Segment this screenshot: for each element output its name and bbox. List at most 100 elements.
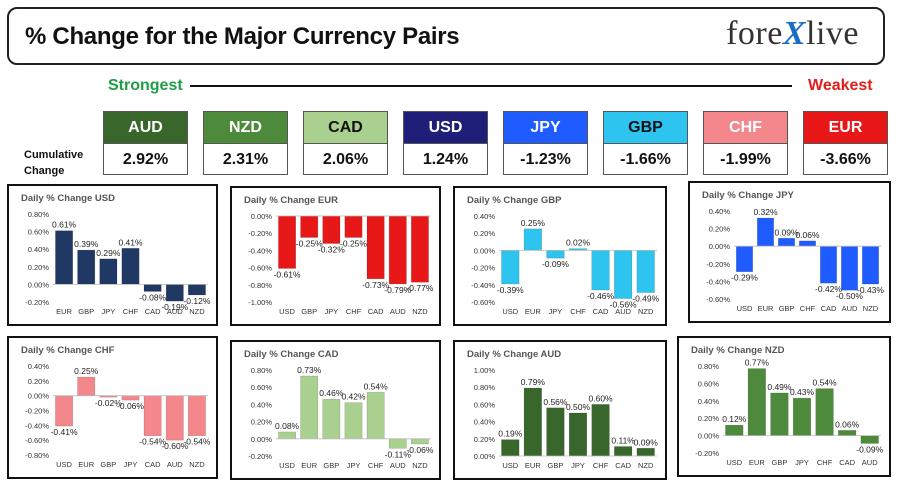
data-label: -0.77% xyxy=(406,283,433,293)
data-label: 0.46% xyxy=(319,388,344,398)
y-tick-label: 0.80% xyxy=(28,210,50,219)
forexlive-logo: foreXlive xyxy=(726,15,859,53)
currency-box-nzd: NZD 2.31% xyxy=(203,111,288,175)
y-tick-label: 0.00% xyxy=(28,280,50,289)
currency-code: EUR xyxy=(804,112,887,144)
bar-eur xyxy=(55,230,73,285)
bar-usd xyxy=(278,215,296,269)
y-tick-label: 0.00% xyxy=(474,246,496,255)
data-label: 0.60% xyxy=(589,393,614,403)
bar-jpy xyxy=(568,412,588,457)
y-tick-label: -0.80% xyxy=(248,281,272,290)
bar-usd xyxy=(278,431,296,440)
chart-panel-jpy: Daily % Change JPY -0.60% -0.40% -0.20% 0.00… xyxy=(688,181,891,323)
x-tick-label: GBP xyxy=(323,461,339,470)
title-box: % Change for the Major Currency Pairs fo… xyxy=(7,7,885,65)
bar-nzd xyxy=(636,250,655,293)
bar-cad xyxy=(143,395,162,436)
x-tick-label: USD xyxy=(279,307,295,316)
chart-title: Daily % Change JPY xyxy=(702,190,795,201)
x-tick-label: NZD xyxy=(638,307,654,316)
x-tick-label: EUR xyxy=(525,461,541,470)
chart-panel-nzd: Daily % Change NZD -0.20% 0.00% 0.20% 0.40% 0… xyxy=(677,336,891,477)
x-tick-label: USD xyxy=(502,461,518,470)
y-tick-label: 0.40% xyxy=(474,418,496,427)
y-tick-label: 0.60% xyxy=(28,228,50,237)
data-label: 0.49% xyxy=(767,382,792,392)
data-label: 0.12% xyxy=(722,414,747,424)
chart-chf: Daily % Change CHF -0.80% -0.60% -0.40% -0.2… xyxy=(21,345,211,469)
page-title: % Change for the Major Currency Pairs xyxy=(25,23,460,50)
x-tick-label: CAD xyxy=(593,307,609,316)
y-tick-label: -0.60% xyxy=(706,295,730,304)
weakest-label: Weakest xyxy=(808,77,873,94)
bar-jpy xyxy=(546,250,565,259)
y-tick-label: -0.20% xyxy=(706,260,730,269)
data-label: 0.56% xyxy=(543,397,568,407)
currency-box-usd: USD 1.24% xyxy=(403,111,488,175)
y-tick-label: -0.60% xyxy=(248,264,272,273)
x-tick-label: JPY xyxy=(101,307,115,316)
y-tick-label: 0.00% xyxy=(251,435,273,444)
chart-nzd: Daily % Change NZD-0.20%0.00%0.20%0.40%0… xyxy=(691,345,884,467)
x-tick-label: JPY xyxy=(124,460,138,469)
currency-code: GBP xyxy=(604,112,687,144)
data-label: -0.41% xyxy=(51,427,78,437)
currency-box-gbp: GBP -1.66% xyxy=(603,111,688,175)
bar-aud xyxy=(388,438,407,449)
bar-cad xyxy=(820,245,837,284)
chart-panel-gbp: Daily % Change GBP -0.60% -0.40% -0.20% 0.00… xyxy=(453,186,667,326)
y-tick-label: 0.20% xyxy=(251,418,273,427)
currency-cumulative-value: -1.66% xyxy=(620,151,671,168)
bar-aud xyxy=(614,250,633,299)
y-tick-label: 0.40% xyxy=(709,207,731,216)
y-tick-label: 0.20% xyxy=(28,377,50,386)
data-label: -0.12% xyxy=(183,296,210,306)
chart-panel-chf: Daily % Change CHF -0.80% -0.60% -0.40% -0.2… xyxy=(7,336,218,479)
bar-cad xyxy=(591,250,610,291)
y-tick-label: 0.20% xyxy=(474,229,496,238)
y-tick-label: 0.60% xyxy=(251,383,273,392)
chart-jpy: Daily % Change JPY -0.60% -0.40% -0.20% 0.00… xyxy=(702,190,884,313)
x-tick-label: AUD xyxy=(390,461,406,470)
y-tick-label: 0.00% xyxy=(709,242,731,251)
y-tick-label: 0.20% xyxy=(709,225,731,234)
x-tick-label: CAD xyxy=(145,460,161,469)
currency-code: CHF xyxy=(704,112,787,144)
y-tick-label: 0.40% xyxy=(28,245,50,254)
x-tick-label: JPY xyxy=(347,461,361,470)
data-label: 0.09% xyxy=(634,437,659,447)
chart-panel-aud: Daily % Change AUD 0.00% 0.20% 0.40% 0.60% 0.… xyxy=(453,340,667,480)
bar-chf xyxy=(591,404,610,457)
x-tick-label: JPY xyxy=(795,458,809,467)
bar-gbp xyxy=(322,398,341,440)
chart-title: Daily % Change NZD xyxy=(691,345,785,356)
ranking-line xyxy=(190,85,792,87)
data-label: 0.43% xyxy=(790,387,815,397)
bar-chf xyxy=(815,388,834,436)
chart-title: Daily % Change EUR xyxy=(244,195,338,206)
y-tick-label: -0.40% xyxy=(471,281,495,290)
x-tick-label: GBP xyxy=(78,307,94,316)
cumulative-change-label: Cumulative Change xyxy=(24,149,84,177)
y-tick-label: 0.40% xyxy=(28,362,50,371)
bar-aud xyxy=(165,284,184,302)
x-tick-label: GBP xyxy=(301,307,317,316)
y-tick-label: 0.60% xyxy=(474,400,496,409)
data-label: 0.25% xyxy=(74,366,99,376)
currency-cumulative-value: -1.99% xyxy=(720,151,771,168)
bar-jpy xyxy=(322,215,341,244)
x-tick-label: CHF xyxy=(368,461,384,470)
bar-usd xyxy=(501,439,520,457)
data-label: -0.79% xyxy=(384,285,411,295)
x-tick-label: EUR xyxy=(758,304,774,313)
y-tick-label: -0.40% xyxy=(25,421,49,430)
data-label: 0.06% xyxy=(795,230,820,240)
bar-cad xyxy=(143,284,162,292)
chart-aud: Daily % Change AUD0.00%0.20%0.40%0.60%0.… xyxy=(467,349,659,470)
x-tick-label: CHF xyxy=(570,307,586,316)
data-label: -0.39% xyxy=(497,285,524,295)
x-tick-label: AUD xyxy=(167,307,183,316)
data-label: -0.42% xyxy=(815,284,842,294)
y-tick-label: -0.20% xyxy=(695,449,719,458)
